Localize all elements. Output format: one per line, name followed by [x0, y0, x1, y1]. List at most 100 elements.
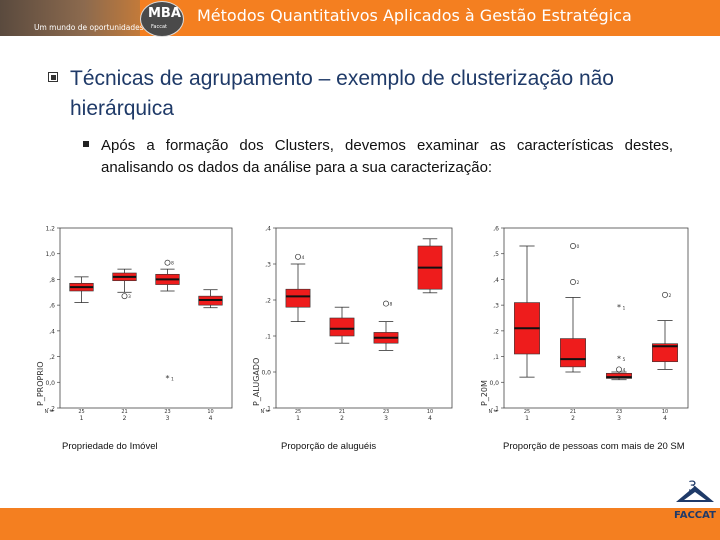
caption-alugueis: Proporção de aluguéis [281, 441, 377, 452]
box-2 [329, 317, 355, 337]
page-number: 3 [688, 479, 697, 495]
y-tick-label: ,2 [493, 328, 499, 335]
y-tick-label: 1,2 [45, 226, 55, 233]
y-tick-label: -,1 [263, 406, 271, 413]
n-value: 25 [295, 409, 301, 415]
mba-logo-text: MBA [148, 6, 181, 21]
n-value: 21 [121, 409, 127, 415]
mba-logo-subtext: Faccat [151, 24, 168, 30]
x-tick-label: 1 [525, 415, 529, 420]
x-tick-label: 3 [617, 415, 621, 420]
x-tick-label: 4 [428, 415, 432, 420]
plot-frame [59, 227, 233, 409]
square-bullet-icon [83, 141, 89, 147]
plot-frame [275, 227, 453, 409]
n-value: 21 [339, 409, 345, 415]
outlier-circle [570, 243, 576, 249]
box-4 [652, 343, 678, 363]
outlier-circle [570, 279, 576, 285]
x-tick-label: 2 [340, 415, 344, 420]
outlier-star: * [617, 355, 621, 364]
y-tick-label: ,1 [265, 334, 271, 341]
x-tick-label: 4 [209, 415, 213, 420]
outlier-label: 1 [171, 376, 174, 382]
banner-image [0, 0, 140, 36]
outlier-label: 5 [623, 357, 626, 363]
n-value: 25 [524, 409, 530, 415]
x-tick-label: 2 [571, 415, 575, 420]
n-value: 23 [164, 409, 170, 415]
n-value: 25 [78, 409, 84, 415]
caption-pessoas-20sm: Proporção de pessoas com mais de 20 SM [503, 441, 685, 452]
outlier-label: 8 [390, 302, 393, 308]
outlier-star: * [617, 303, 621, 312]
y-tick-label: ,2 [49, 354, 55, 361]
x-tick-label: 3 [166, 415, 170, 420]
x-tick-label: 4 [663, 415, 667, 420]
outlier-label: 3 [128, 294, 131, 300]
y-axis-label: P_20M [480, 380, 489, 406]
n-value: 23 [616, 409, 622, 415]
outlier-circle [164, 259, 171, 266]
footer-bar [0, 508, 720, 540]
n-label: N = [44, 409, 54, 415]
x-tick-label: 2 [123, 415, 127, 420]
y-tick-label: ,4 [493, 277, 499, 284]
banner-slogan: Um mundo de oportunidades [34, 23, 144, 32]
x-tick-label: 1 [296, 415, 300, 420]
y-tick-label: ,5 [493, 251, 499, 258]
slide-header-title: Métodos Quantitativos Aplicados à Gestão… [197, 6, 632, 25]
y-tick-label: ,6 [493, 226, 499, 233]
y-tick-label: 0,0 [261, 370, 271, 377]
y-tick-label: -,2 [47, 406, 55, 413]
outlier-label: 0 [577, 244, 580, 250]
outlier-star: * [166, 374, 170, 383]
outlier-circle [383, 300, 389, 307]
n-value: 23 [383, 409, 389, 415]
slide-heading: Técnicas de agrupamento – exemplo de clu… [70, 67, 614, 120]
outlier-circle [295, 253, 301, 260]
outlier-label: 8 [171, 261, 174, 267]
faccat-logo: FACCAT [674, 486, 716, 521]
y-tick-label: 0,0 [489, 380, 499, 387]
box-3 [606, 372, 632, 379]
y-tick-label: ,1 [493, 354, 499, 361]
checkbox-bullet-icon [48, 72, 58, 82]
y-tick-label: ,8 [49, 277, 55, 284]
n-label: N = [260, 409, 270, 415]
n-value: 10 [207, 409, 213, 415]
y-tick-label: ,3 [493, 303, 499, 310]
faccat-logo-text: FACCAT [674, 510, 716, 521]
n-value: 10 [662, 409, 668, 415]
outlier-circle [662, 291, 668, 298]
outlier-label: 2 [669, 293, 672, 299]
box-2 [560, 338, 586, 368]
bullet-text: Após a formação dos Clusters, devemos ex… [101, 137, 673, 176]
y-tick-label: ,4 [49, 328, 55, 335]
outlier-circle [616, 366, 622, 373]
y-tick-label: ,2 [265, 298, 271, 305]
y-axis-label: P_PROPRIO [36, 361, 45, 406]
box-1 [285, 288, 311, 308]
y-axis-label: P_ALUGADO [252, 358, 261, 406]
outlier-label: 2 [577, 280, 580, 286]
x-tick-label: 1 [80, 415, 84, 420]
outlier-label: 4 [623, 367, 626, 373]
outlier-label: 4 [302, 255, 305, 261]
y-tick-label: 1,0 [45, 251, 55, 258]
n-value: 10 [427, 409, 433, 415]
y-tick-label: 0,0 [45, 380, 55, 387]
outlier-label: 1 [623, 306, 626, 312]
mba-logo [140, 1, 184, 37]
y-tick-label: -,1 [491, 406, 499, 413]
y-tick-label: ,6 [49, 303, 55, 310]
x-tick-label: 3 [384, 415, 388, 420]
y-tick-label: ,3 [265, 262, 271, 269]
n-label: N = [488, 409, 498, 415]
y-tick-label: ,4 [265, 226, 271, 233]
caption-propriedade: Propriedade do Imóvel [62, 441, 158, 452]
outlier-circle [121, 293, 128, 300]
